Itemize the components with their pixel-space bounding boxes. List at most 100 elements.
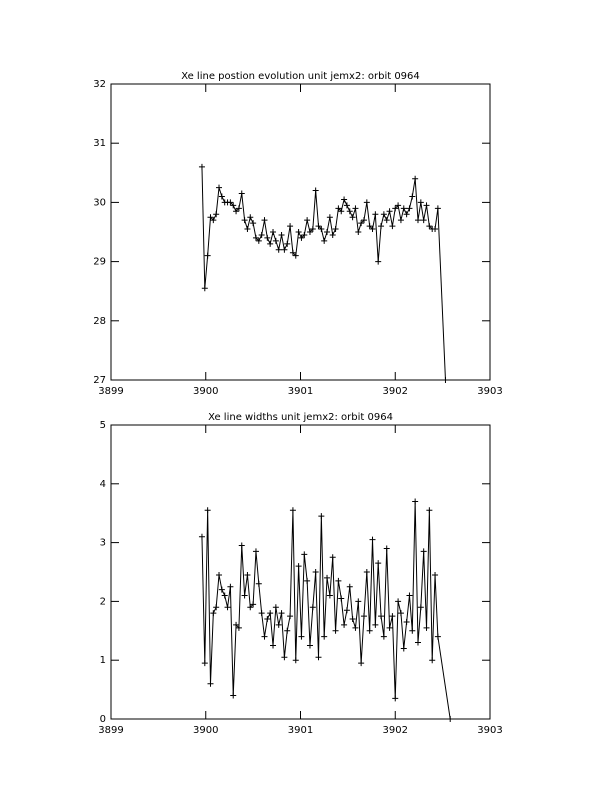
plus-marker	[432, 226, 439, 233]
plus-marker	[321, 633, 328, 640]
plus-marker	[332, 226, 339, 233]
x-tick-label: 3903	[477, 386, 502, 397]
chart-title: Xe line postion evolution unit jemx2: or…	[181, 71, 420, 82]
plus-marker	[295, 229, 302, 235]
plus-marker	[309, 604, 316, 611]
plus-marker	[284, 627, 291, 634]
plus-marker	[235, 205, 242, 212]
plus-marker	[258, 231, 265, 238]
plus-marker	[230, 202, 237, 209]
plus-marker	[349, 214, 356, 221]
plus-marker	[201, 660, 208, 667]
y-tick-label: 4	[100, 479, 106, 490]
plus-marker	[306, 642, 313, 649]
plus-marker	[363, 569, 370, 575]
plus-marker	[378, 223, 385, 230]
plus-marker	[287, 223, 294, 230]
plus-marker	[429, 657, 436, 664]
plus-marker	[258, 610, 265, 617]
plus-marker	[261, 217, 268, 224]
plus-marker	[315, 223, 322, 230]
plus-marker	[383, 217, 390, 224]
y-tick-label: 31	[93, 138, 106, 149]
plus-marker	[423, 202, 430, 209]
x-tick-label: 3902	[383, 725, 408, 736]
y-tick-label: 2	[100, 596, 106, 607]
plus-marker	[397, 610, 404, 617]
plus-marker	[403, 211, 410, 218]
plus-marker	[434, 633, 441, 640]
plus-marker	[369, 226, 376, 233]
plus-marker	[412, 498, 419, 505]
plus-marker	[278, 610, 285, 617]
plus-marker	[204, 507, 211, 514]
data-line	[201, 166, 446, 381]
plus-marker	[332, 627, 339, 634]
plus-marker	[275, 621, 282, 628]
plus-marker	[406, 205, 413, 212]
y-tick-label: 3	[100, 538, 106, 549]
plus-marker	[442, 377, 449, 383]
plus-marker	[298, 633, 305, 640]
plus-marker	[341, 621, 348, 628]
y-tick-label: 30	[93, 197, 106, 208]
plus-marker	[369, 536, 376, 543]
plus-marker	[312, 187, 319, 194]
plus-marker	[341, 196, 348, 203]
plus-marker	[230, 692, 237, 699]
plus-marker	[360, 217, 367, 224]
plus-marker	[270, 229, 277, 235]
plus-marker	[380, 211, 387, 218]
plus-marker	[355, 598, 362, 605]
data-line	[201, 501, 451, 720]
plus-marker	[244, 226, 251, 233]
plus-marker	[255, 237, 262, 244]
plus-marker	[224, 604, 231, 611]
plus-marker	[392, 695, 399, 702]
plus-marker	[346, 583, 353, 590]
plus-marker	[409, 193, 416, 200]
plus-marker	[324, 574, 331, 581]
plus-marker	[366, 627, 373, 634]
plus-marker	[412, 175, 419, 182]
y-tick-label: 27	[93, 375, 106, 386]
plus-marker	[272, 604, 279, 611]
plus-marker	[335, 577, 342, 584]
plus-marker	[198, 163, 205, 170]
x-tick-label: 3903	[477, 725, 502, 736]
plus-marker	[352, 205, 359, 212]
x-tick-label: 3901	[288, 386, 313, 397]
plus-marker	[338, 208, 345, 215]
plus-marker	[321, 237, 328, 244]
plus-marker	[343, 607, 350, 614]
plus-marker	[420, 217, 427, 224]
plus-marker	[386, 208, 393, 215]
plus-marker	[423, 624, 430, 631]
plus-marker	[395, 598, 402, 605]
plus-marker	[355, 229, 362, 235]
plus-marker	[295, 563, 302, 570]
plus-marker	[207, 214, 214, 221]
plus-marker	[287, 613, 294, 620]
plus-marker	[284, 240, 291, 247]
plot-frame	[110, 424, 491, 720]
plus-marker	[227, 199, 234, 206]
plus-marker	[261, 633, 268, 640]
y-tick-label: 28	[93, 316, 106, 327]
plus-marker	[318, 226, 325, 233]
plus-marker	[289, 249, 296, 256]
plus-marker	[420, 548, 427, 555]
plus-marker	[360, 613, 367, 620]
plus-marker	[363, 199, 370, 206]
plus-marker	[406, 592, 413, 599]
plus-marker	[397, 217, 404, 224]
plus-marker	[432, 571, 439, 578]
y-tick-label: 5	[100, 420, 106, 431]
plus-marker	[318, 513, 325, 520]
plus-marker	[400, 205, 407, 212]
plus-marker	[207, 680, 214, 687]
plus-marker	[247, 604, 254, 611]
plus-marker	[326, 592, 333, 599]
x-tick-label: 3902	[383, 386, 408, 397]
